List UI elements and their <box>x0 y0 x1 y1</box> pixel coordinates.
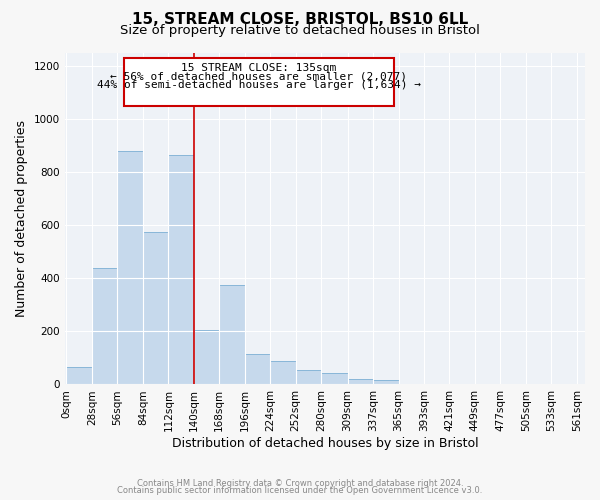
X-axis label: Distribution of detached houses by size in Bristol: Distribution of detached houses by size … <box>172 437 478 450</box>
Bar <box>321 372 347 384</box>
Text: Contains HM Land Registry data © Crown copyright and database right 2024.: Contains HM Land Registry data © Crown c… <box>137 478 463 488</box>
Bar <box>347 379 373 384</box>
Text: 15 STREAM CLOSE: 135sqm: 15 STREAM CLOSE: 135sqm <box>181 62 337 72</box>
Y-axis label: Number of detached properties: Number of detached properties <box>15 120 28 317</box>
Text: ← 56% of detached houses are smaller (2,077): ← 56% of detached houses are smaller (2,… <box>110 71 407 81</box>
Bar <box>169 154 194 384</box>
Bar <box>220 285 245 384</box>
Text: 15, STREAM CLOSE, BRISTOL, BS10 6LL: 15, STREAM CLOSE, BRISTOL, BS10 6LL <box>132 12 468 28</box>
Text: Contains public sector information licensed under the Open Government Licence v3: Contains public sector information licen… <box>118 486 482 495</box>
Bar <box>245 354 270 384</box>
Bar <box>270 360 296 384</box>
Bar <box>143 232 169 384</box>
Text: 44% of semi-detached houses are larger (1,634) →: 44% of semi-detached houses are larger (… <box>97 80 421 90</box>
FancyBboxPatch shape <box>124 58 394 106</box>
Bar <box>296 370 321 384</box>
Bar <box>194 330 220 384</box>
Bar <box>373 380 398 384</box>
Bar <box>67 367 92 384</box>
Bar <box>92 268 118 384</box>
Bar <box>118 151 143 384</box>
Text: Size of property relative to detached houses in Bristol: Size of property relative to detached ho… <box>120 24 480 37</box>
